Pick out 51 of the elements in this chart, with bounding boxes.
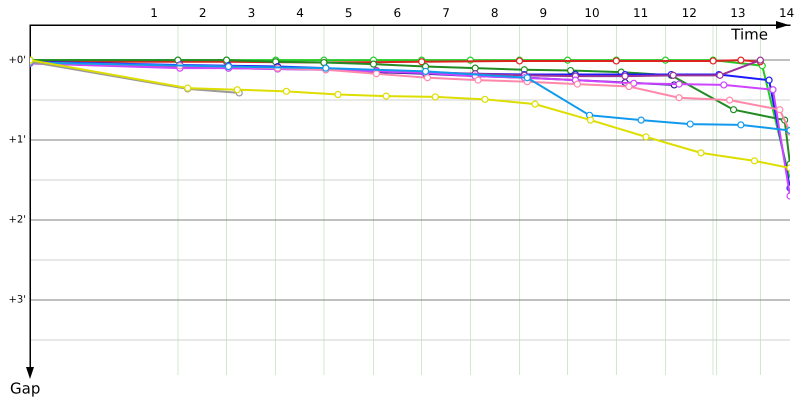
- x-tick-label: 4: [296, 6, 304, 20]
- point: [730, 106, 738, 114]
- point: [642, 133, 650, 140]
- x-tick-label: 14: [778, 6, 794, 20]
- point: [382, 92, 390, 100]
- point: [726, 96, 734, 104]
- point: [638, 116, 645, 124]
- x-tick-label: 7: [442, 6, 450, 20]
- point: [370, 60, 378, 68]
- point: [234, 86, 241, 94]
- point: [675, 80, 683, 88]
- point: [769, 86, 777, 94]
- point: [675, 94, 683, 102]
- y-tick-label: +0': [8, 54, 26, 66]
- point: [697, 149, 705, 156]
- point: [472, 64, 479, 72]
- y-tick-label: +2': [8, 214, 26, 226]
- point: [474, 76, 482, 84]
- point: [334, 90, 342, 98]
- x-tick-label: 10: [584, 6, 600, 20]
- x-tick-label: 1: [150, 6, 158, 20]
- point: [625, 82, 633, 90]
- point: [737, 56, 744, 64]
- point: [630, 80, 638, 87]
- x-axis-title: Time: [730, 25, 768, 44]
- x-tick-label: 6: [394, 6, 402, 20]
- point: [432, 93, 439, 101]
- point: [574, 80, 581, 88]
- y-tick-label: +1': [8, 134, 26, 146]
- point: [566, 66, 574, 74]
- point: [686, 120, 694, 128]
- point: [481, 96, 489, 103]
- x-tick-label: 12: [682, 6, 697, 20]
- point: [586, 116, 594, 124]
- x-tick-label: 5: [344, 6, 353, 20]
- x-tick-label: 8: [490, 6, 498, 20]
- point: [776, 106, 784, 114]
- x-tick-label: 3: [248, 6, 256, 20]
- x-tick-label: 13: [730, 6, 746, 20]
- x-tick-label: 2: [198, 6, 207, 20]
- x-tick-label: 11: [632, 6, 648, 20]
- point: [750, 157, 758, 164]
- point: [720, 81, 728, 89]
- y-axis-title: Gap: [10, 379, 40, 398]
- y-tick-label: +3': [8, 294, 26, 306]
- x-tick-label: 9: [539, 6, 548, 20]
- point: [424, 74, 432, 82]
- point: [765, 76, 773, 84]
- point: [737, 121, 744, 128]
- point: [531, 100, 539, 108]
- point: [282, 88, 290, 95]
